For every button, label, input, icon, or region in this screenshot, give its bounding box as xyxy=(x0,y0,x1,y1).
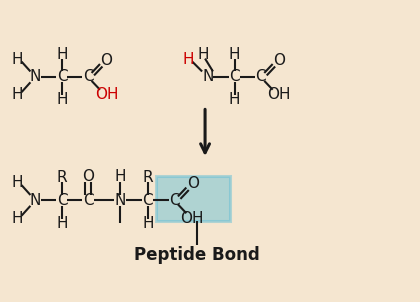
Text: N: N xyxy=(202,69,214,84)
Text: O: O xyxy=(273,53,285,68)
Text: C: C xyxy=(169,193,180,208)
Text: R: R xyxy=(57,170,67,185)
Text: H: H xyxy=(197,47,209,62)
Text: H: H xyxy=(12,211,24,226)
Text: O: O xyxy=(187,176,199,191)
Text: N: N xyxy=(115,193,126,208)
Text: C: C xyxy=(229,69,240,84)
Text: O: O xyxy=(82,169,94,184)
Text: H: H xyxy=(12,87,24,102)
Text: H: H xyxy=(142,216,154,231)
Text: R: R xyxy=(142,170,153,185)
Text: Peptide Bond: Peptide Bond xyxy=(134,246,260,264)
Text: OH: OH xyxy=(95,87,118,102)
Text: N: N xyxy=(30,69,41,84)
Text: C: C xyxy=(142,193,153,208)
Text: H: H xyxy=(115,169,126,184)
Text: H: H xyxy=(56,92,68,107)
Text: H: H xyxy=(183,52,194,67)
Text: C: C xyxy=(255,69,266,84)
Text: C: C xyxy=(83,69,93,84)
Bar xyxy=(156,176,230,221)
Text: H: H xyxy=(12,52,24,67)
Text: OH: OH xyxy=(267,87,291,102)
Text: H: H xyxy=(56,47,68,62)
Text: H: H xyxy=(229,92,240,107)
Text: H: H xyxy=(12,175,24,190)
Text: N: N xyxy=(30,193,41,208)
Text: H: H xyxy=(56,216,68,231)
Text: OH: OH xyxy=(181,211,204,226)
Text: C: C xyxy=(57,69,67,84)
Text: C: C xyxy=(83,193,93,208)
Text: C: C xyxy=(57,193,67,208)
Text: H: H xyxy=(229,47,240,62)
Text: O: O xyxy=(100,53,113,68)
